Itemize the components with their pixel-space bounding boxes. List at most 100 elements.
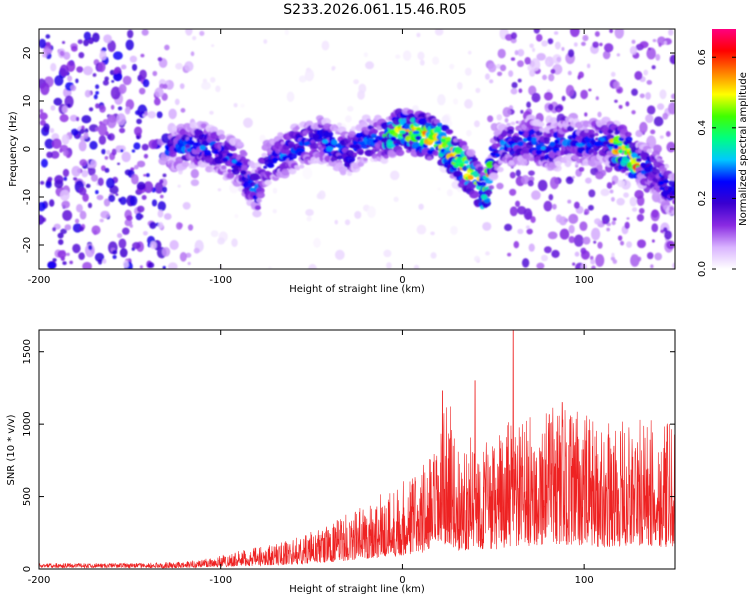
heatmap-cell	[64, 224, 72, 231]
heatmap-cell	[474, 120, 480, 128]
heatmap-cell	[546, 133, 553, 138]
heatmap-cell	[393, 196, 399, 202]
heatmap-cell	[304, 141, 311, 146]
heatmap-cell	[83, 65, 93, 76]
heatmap-cell	[57, 232, 64, 239]
heatmap-cell	[192, 35, 197, 41]
heatmap-cell	[45, 41, 51, 47]
heatmap-cell	[631, 39, 636, 44]
heatmap-cell	[495, 153, 501, 158]
heatmap-cell	[113, 68, 119, 75]
heatmap-cell	[121, 64, 127, 70]
colorbar-tick-label: 0.2	[697, 190, 708, 206]
heatmap-cell	[565, 84, 575, 97]
heatmap-cell	[646, 105, 656, 115]
heatmap-cell	[79, 226, 84, 232]
heatmap-cell	[353, 152, 358, 156]
heatmap-cell	[69, 114, 78, 122]
heatmap-cell	[584, 129, 589, 133]
heatmap-cell	[162, 173, 167, 178]
heatmap-cell	[440, 124, 450, 132]
heatmap-cell	[490, 123, 499, 132]
heatmap-cell	[484, 73, 490, 80]
heatmap-cell	[302, 166, 313, 180]
heatmap-cell	[295, 166, 300, 171]
heatmap-cell	[593, 151, 598, 156]
heatmap-y-tick-label: 20	[22, 47, 33, 60]
heatmap-cell	[517, 48, 525, 57]
heatmap-cell	[263, 165, 268, 169]
snr-x-label: Height of straight line (km)	[289, 584, 425, 595]
heatmap-cell	[101, 148, 106, 155]
heatmap-cell	[106, 177, 115, 189]
heatmap-cell	[488, 79, 494, 84]
heatmap-cell	[488, 172, 499, 181]
heatmap-cell	[590, 227, 601, 241]
heatmap-cell	[623, 192, 629, 198]
heatmap-cell	[521, 146, 531, 154]
heatmap-cell	[63, 176, 68, 181]
heatmap-cell	[141, 29, 149, 36]
heatmap-cell	[617, 149, 624, 154]
heatmap-cell	[504, 223, 513, 232]
heatmap-cell	[413, 264, 420, 269]
heatmap-cell	[119, 127, 126, 134]
heatmap-cell	[614, 99, 618, 103]
heatmap-cell	[312, 133, 320, 139]
heatmap-cell	[240, 103, 245, 108]
heatmap-cell	[588, 88, 592, 92]
heatmap-cell	[593, 240, 597, 244]
heatmap-cell	[76, 203, 83, 213]
heatmap-cell	[521, 174, 530, 185]
heatmap-cell	[582, 236, 591, 245]
heatmap-cell	[488, 185, 495, 190]
heatmap-cell	[351, 126, 357, 131]
heatmap-cell	[190, 168, 199, 179]
heatmap-cell	[602, 50, 611, 60]
heatmap-cell	[60, 228, 67, 235]
heatmap-cell	[304, 68, 315, 82]
heatmap-cell	[537, 179, 548, 192]
heatmap-cell	[185, 29, 193, 36]
heatmap-cell	[672, 183, 675, 187]
heatmap-cell	[548, 103, 554, 111]
heatmap-cell	[671, 209, 675, 215]
heatmap-cell	[154, 182, 164, 194]
heatmap-cell	[139, 265, 143, 269]
heatmap-cell	[537, 121, 545, 128]
heatmap-cell	[199, 30, 205, 36]
heatmap-cell	[639, 41, 649, 49]
heatmap-cell	[496, 182, 504, 190]
heatmap-cell	[148, 139, 158, 150]
heatmap-cell	[644, 166, 652, 173]
heatmap-cell	[640, 162, 647, 168]
heatmap-cell	[529, 43, 534, 49]
heatmap-cell	[98, 135, 107, 145]
heatmap-cell	[611, 220, 616, 226]
heatmap-cell	[96, 194, 104, 201]
heatmap-cell	[617, 235, 623, 241]
heatmap-cell	[586, 142, 592, 147]
heatmap-cell	[46, 151, 53, 159]
heatmap-cell	[515, 169, 521, 177]
heatmap-cell	[271, 157, 279, 162]
heatmap-cell	[631, 207, 638, 212]
heatmap-cell	[277, 132, 284, 138]
heatmap-cell	[127, 29, 134, 39]
heatmap-cell	[616, 53, 621, 57]
heatmap-cell	[69, 260, 73, 265]
heatmap-cell	[609, 189, 614, 194]
heatmap-cell	[637, 256, 642, 262]
heatmap-cell	[611, 252, 615, 258]
snr-series-line	[39, 330, 675, 569]
heatmap-cell	[50, 62, 57, 72]
heatmap-cell	[152, 70, 158, 77]
heatmap-cell	[87, 166, 96, 176]
heatmap-cell	[326, 146, 334, 152]
heatmap-cell	[588, 189, 596, 198]
heatmap-cell	[157, 57, 163, 62]
colorbar-label: Normalized spectral amplitude	[738, 72, 749, 226]
heatmap-cell	[142, 78, 150, 88]
heatmap-cell	[626, 241, 633, 248]
heatmap-cell	[573, 42, 578, 47]
